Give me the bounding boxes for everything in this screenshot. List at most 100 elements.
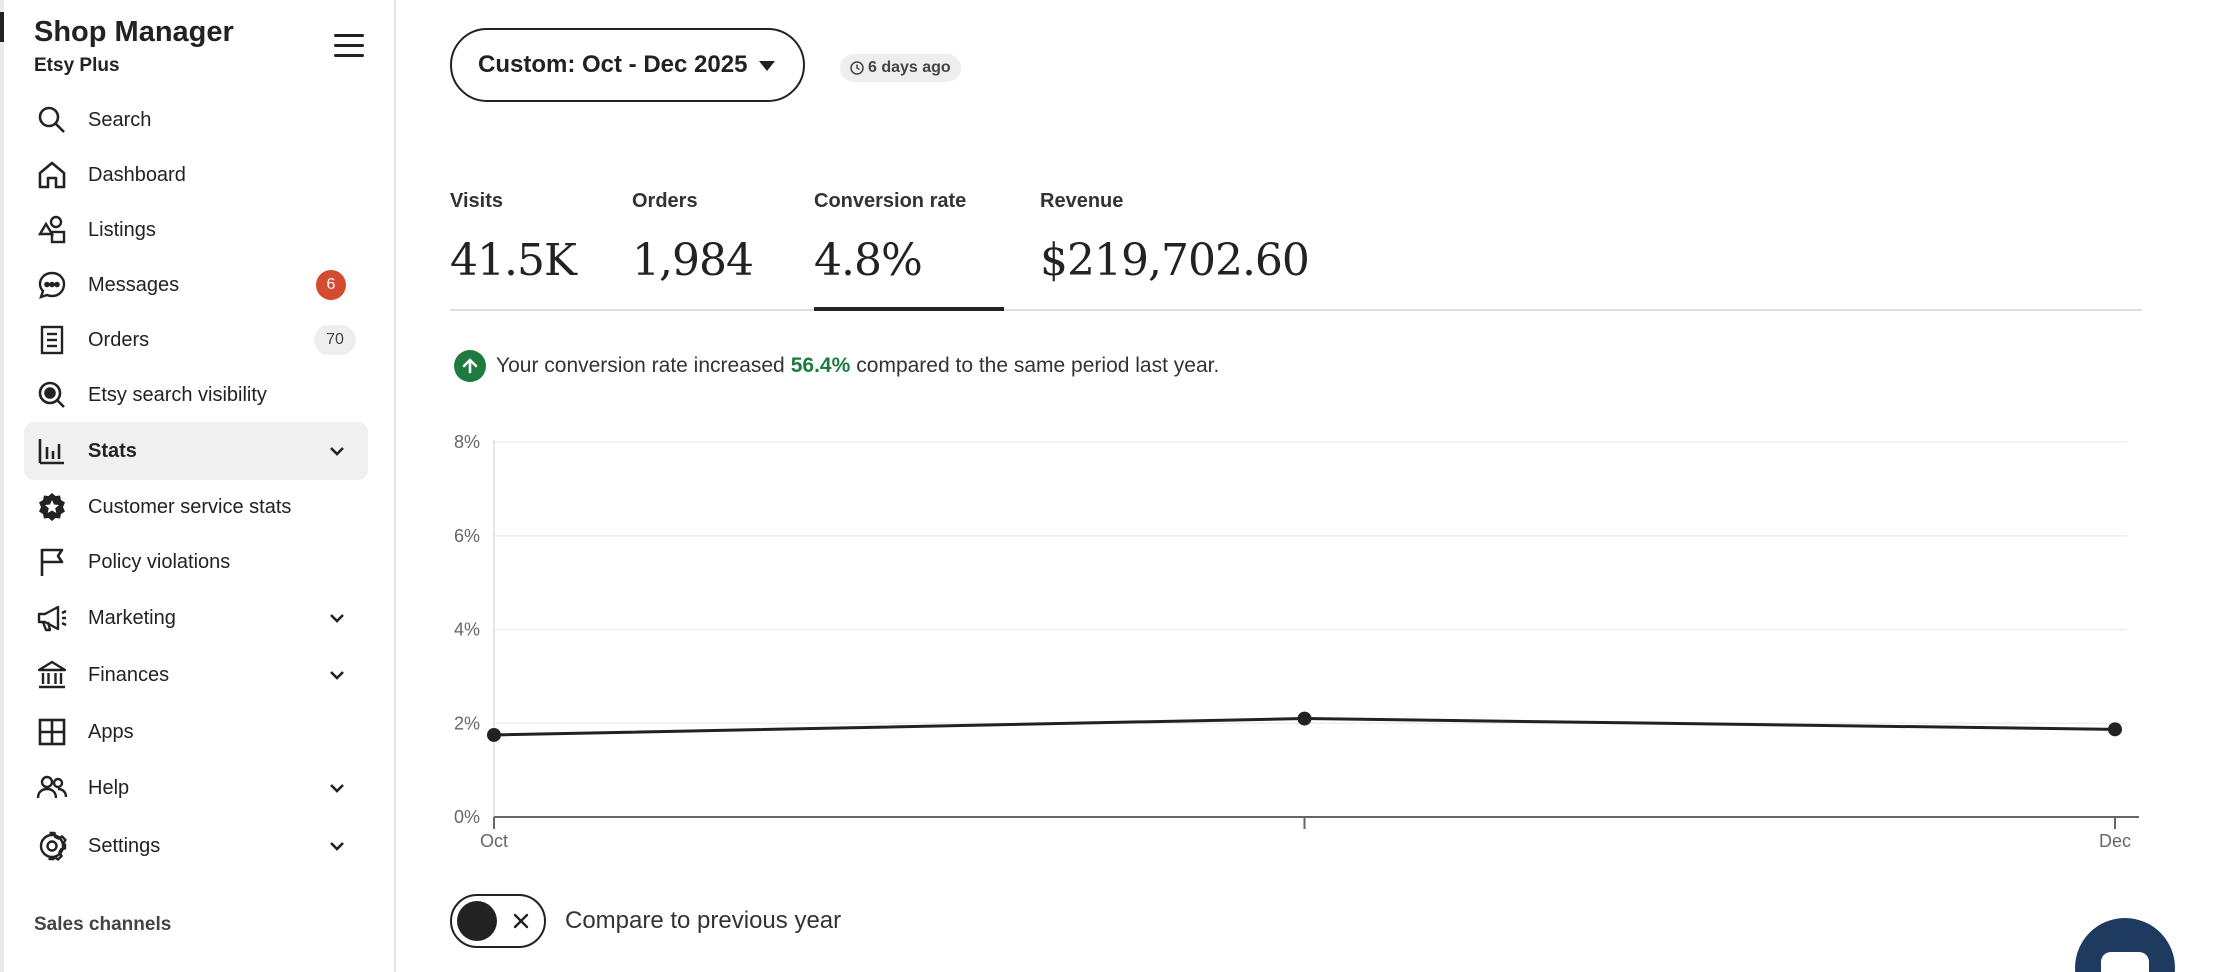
- last-updated-chip: 6 days ago: [840, 54, 961, 82]
- bank-icon: [36, 659, 68, 691]
- shop-manager-title: Shop Manager: [34, 16, 234, 48]
- toggle-knob: [457, 901, 497, 941]
- sidebar-item-customer-service-stats[interactable]: Customer service stats: [24, 479, 368, 535]
- sidebar-item-label: Settings: [88, 834, 161, 857]
- sidebar-item-label: Finances: [88, 663, 170, 686]
- sidebar-item-search-visibility[interactable]: Etsy search visibility: [24, 367, 368, 423]
- insight-percentage: 56.4%: [790, 354, 851, 377]
- sidebar-item-policy-violations[interactable]: Policy violations: [24, 534, 368, 590]
- y-tick-label: 8%: [454, 432, 480, 452]
- metric-label: Visits: [450, 190, 503, 212]
- x-tick-label: Dec: [2099, 831, 2131, 851]
- sidebar-item-label: Apps: [88, 720, 134, 743]
- metric-value: 41.5K: [450, 235, 577, 286]
- sidebar-item-label: Marketing: [88, 606, 176, 629]
- sidebar-item-apps[interactable]: Apps: [24, 704, 368, 760]
- y-tick-label: 0%: [454, 807, 480, 827]
- hamburger-line: [334, 54, 364, 57]
- sidebar-item-label: Stats: [88, 439, 137, 462]
- metric-value: $219,702.60: [1040, 235, 1310, 286]
- conversion-rate-chart: 0% 2% 4% 6% 8% Oct Dec: [454, 432, 2139, 851]
- metric-revenue[interactable]: Revenue $219,702.60: [1040, 190, 1310, 286]
- chevron-down-icon: [330, 614, 344, 623]
- compare-previous-year-toggle[interactable]: [450, 894, 546, 948]
- x-tick-label: Oct: [480, 831, 508, 851]
- compare-label: Compare to previous year: [565, 907, 842, 934]
- sidebar-item-search[interactable]: Search: [24, 92, 368, 148]
- sidebar-item-label: Listings: [88, 218, 156, 241]
- last-updated-text: 6 days ago: [868, 59, 951, 76]
- active-metric-indicator: [814, 307, 1004, 311]
- metric-orders[interactable]: Orders 1,984: [632, 190, 754, 286]
- sidebar-item-label: Policy violations: [88, 550, 231, 573]
- arrow-up-icon: [454, 350, 486, 382]
- metric-label: Revenue: [1040, 190, 1124, 212]
- chevron-down-icon: [330, 784, 344, 793]
- sidebar-item-label: Etsy search visibility: [88, 383, 267, 406]
- sidebar-item-stats[interactable]: Stats: [24, 422, 368, 480]
- data-point: [1297, 711, 1312, 726]
- sidebar-item-label: Help: [88, 776, 130, 799]
- search-icon: [36, 104, 68, 136]
- sidebar-item-listings[interactable]: Listings: [24, 202, 368, 258]
- receipt-icon: [36, 324, 68, 356]
- sidebar-item-label: Search: [88, 108, 152, 131]
- home-icon: [36, 159, 68, 191]
- sidebar-item-orders[interactable]: Orders 70: [24, 312, 368, 368]
- star-badge-icon: [36, 491, 68, 523]
- date-range-button[interactable]: Custom: Oct - Dec 2025: [450, 28, 806, 102]
- metric-visits[interactable]: Visits 41.5K: [450, 190, 577, 286]
- plan-label: Etsy Plus: [34, 55, 120, 76]
- gear-icon: [36, 830, 68, 862]
- chevron-down-icon: [330, 842, 344, 851]
- y-tick-label: 4%: [454, 620, 480, 640]
- stats-main: Custom: Oct - Dec 2025 6 days ago Visits…: [396, 0, 2216, 972]
- search-visibility-icon: [36, 379, 68, 411]
- y-tick-label: 6%: [454, 526, 480, 546]
- window-edge: [0, 0, 4, 972]
- insight-text: Your conversion rate increased: [496, 354, 785, 377]
- caret-down-icon: [759, 61, 776, 71]
- sidebar-item-dashboard[interactable]: Dashboard: [24, 147, 368, 203]
- sales-channels-heading: Sales channels: [34, 914, 172, 935]
- sidebar-item-marketing[interactable]: Marketing: [24, 590, 368, 646]
- orders-count-badge: 70: [314, 325, 356, 355]
- data-point: [2108, 722, 2122, 737]
- metric-conversion-rate[interactable]: Conversion rate 4.8%: [814, 190, 966, 286]
- insight-message: Your conversion rate increased 56.4% com…: [454, 350, 1219, 382]
- chat-icon: [36, 269, 68, 301]
- flag-icon: [36, 546, 68, 578]
- sidebar-item-label: Orders: [88, 328, 150, 351]
- insight-text-after: compared to the same period last year.: [856, 354, 1220, 377]
- metrics-divider: [450, 309, 2142, 311]
- chevron-down-icon: [330, 671, 344, 680]
- apps-grid-icon: [36, 716, 68, 748]
- data-point: [487, 727, 501, 742]
- hamburger-line: [334, 44, 364, 47]
- sidebar-item-messages[interactable]: Messages 6: [24, 257, 368, 313]
- clock-icon: [850, 61, 864, 75]
- bar-chart-icon: [36, 435, 68, 467]
- metric-label: Conversion rate: [814, 190, 967, 212]
- chevron-down-icon: [330, 447, 344, 456]
- sidebar-item-label: Dashboard: [88, 163, 186, 186]
- sidebar-item-finances[interactable]: Finances: [24, 647, 368, 703]
- help-chat-button[interactable]: [2075, 918, 2175, 972]
- people-icon: [36, 772, 68, 804]
- window-edge-marker: [0, 12, 4, 42]
- metric-value: 1,984: [632, 235, 754, 286]
- sidebar-item-label: Customer service stats: [88, 495, 292, 518]
- messages-count-badge: 6: [316, 270, 346, 300]
- hamburger-line: [334, 34, 364, 37]
- y-tick-label: 2%: [454, 713, 480, 733]
- sidebar-item-help[interactable]: Help: [24, 760, 368, 816]
- close-icon: [513, 913, 529, 929]
- sidebar-item-label: Messages: [88, 273, 180, 296]
- megaphone-icon: [36, 602, 68, 634]
- sidebar-item-settings[interactable]: Settings: [24, 818, 368, 874]
- shapes-icon: [36, 214, 68, 246]
- date-range-label: Custom: Oct - Dec 2025: [478, 51, 748, 78]
- metric-label: Orders: [632, 190, 698, 212]
- menu-toggle-button[interactable]: [334, 34, 364, 58]
- chat-bubble-icon: [2101, 952, 2149, 972]
